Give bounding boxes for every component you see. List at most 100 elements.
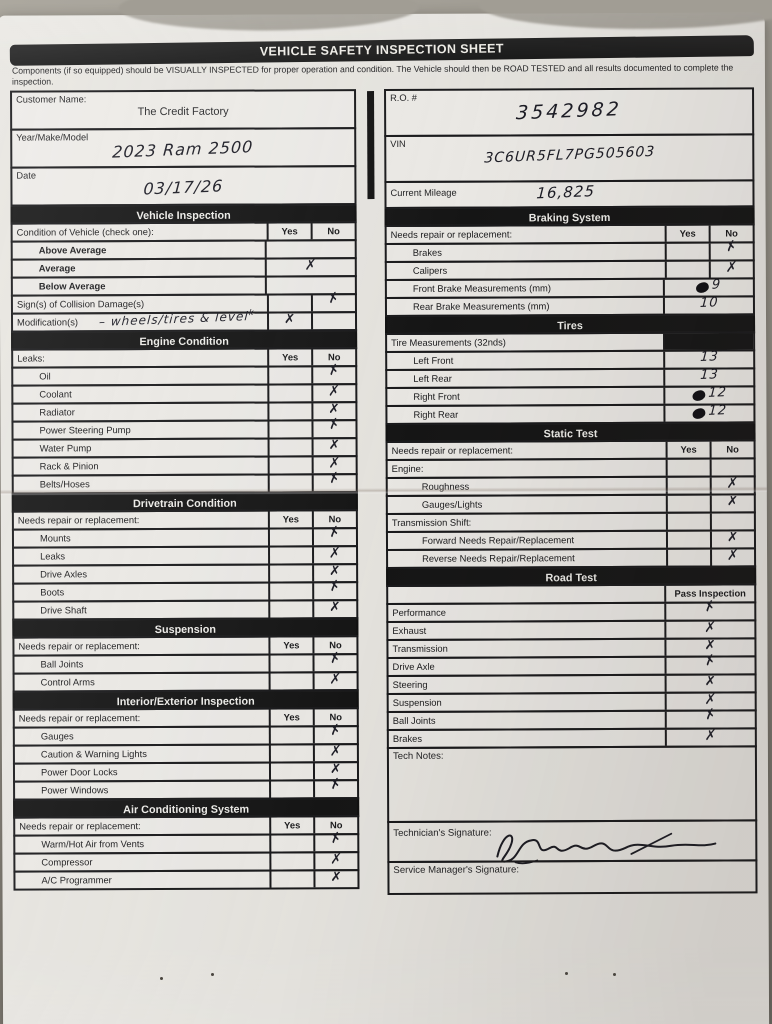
info-box-date: Date 03/17/26	[10, 164, 357, 207]
row-label: Coolant	[39, 388, 72, 400]
handwritten-x-mark: ✗	[327, 468, 342, 488]
no-cell: ✗	[312, 577, 357, 599]
service-manager-signature-box: Service Manager's Signature:	[387, 858, 758, 895]
row-label: Needs repair or replacement:	[19, 820, 141, 832]
row-label: Right Rear	[413, 408, 459, 420]
handwritten-x-mark: ✗	[328, 720, 344, 740]
yes-column-header: Yes	[269, 816, 314, 834]
yes-cell	[268, 600, 313, 618]
form-row: Control Arms ✗	[12, 670, 359, 693]
section-road-test: Road Test Pass Inspection Performance ✗ Exha…	[386, 565, 757, 749]
no-cell: ✗	[311, 382, 356, 401]
no-cell: ✗	[708, 259, 753, 278]
no-cell: ✗	[709, 529, 755, 548]
no-cell: ✗	[311, 361, 356, 383]
no-cell: ✗	[312, 670, 357, 689]
handwritten-x-mark: ✗	[330, 850, 343, 868]
handwritten-x-mark: ✗	[326, 360, 342, 380]
handwritten-x-mark: ✗	[328, 774, 344, 794]
row-label: Right Front	[413, 390, 460, 402]
handwritten-x-mark: ✗	[724, 237, 739, 256]
row-label: Ball Joints	[40, 658, 84, 670]
form-row: Modification(s) – wheels/tires & levelk ✗	[10, 307, 358, 333]
vehicle-info-boxes: R.O. #3542982 VIN 3C6UR5FL7PG505603 Current…	[384, 87, 755, 209]
row-label: Power Door Locks	[40, 766, 118, 778]
yes-cell	[269, 852, 314, 870]
pen-scribble	[691, 406, 707, 420]
row-label: Transmission	[392, 642, 448, 655]
row-label: Rear Brake Measurements (mm)	[412, 300, 550, 312]
handwritten-x-mark: ✗	[726, 546, 740, 565]
row-label: Needs repair or replacement:	[391, 444, 514, 457]
yes-cell	[665, 531, 711, 548]
row-label: Below Average	[38, 280, 106, 292]
inspection-form: VEHICLE SAFETY INSPECTION SHEET Componen…	[9, 35, 758, 896]
handwritten-x-mark: ✗	[328, 828, 344, 848]
yes-cell	[268, 726, 313, 744]
measurement-cell: 12	[663, 403, 754, 422]
yes-column-header: Yes	[266, 222, 311, 240]
handwritten-x-mark: ✗	[327, 648, 343, 668]
yes-cell	[266, 294, 311, 312]
handwritten-x-mark: ✗	[328, 436, 341, 454]
yes-cell	[268, 654, 313, 672]
right-column: R.O. #3542982 VIN 3C6UR5FL7PG505603 Current…	[384, 87, 758, 895]
check-cell: ✗	[664, 705, 755, 728]
row-label: Left Front	[413, 354, 454, 366]
no-cell: ✗	[312, 742, 357, 761]
no-cell: ✗	[313, 868, 358, 887]
handwritten-measurement: 12	[707, 385, 728, 402]
pen-scribble	[695, 280, 711, 294]
measurement-cell: 10	[662, 295, 753, 314]
measurement-cell: 9	[662, 277, 753, 296]
section-static-test: Static Test Needs repair or replacement: Y…	[385, 421, 757, 569]
handwritten-measurement: 12	[707, 403, 728, 420]
no-column-header: No	[310, 222, 355, 239]
check-cell: ✗	[664, 727, 755, 746]
yes-column-header: Yes	[267, 348, 312, 366]
handwritten-x-mark: ✗	[727, 492, 739, 511]
row-label: Boots	[40, 586, 65, 598]
yes-column-header: Yes	[664, 225, 709, 242]
paper-speck	[565, 972, 568, 975]
paper-speck	[211, 973, 214, 976]
section-tires: Tires Tire Measurements (32nds) Left Front…	[384, 313, 756, 425]
section-braking-system: Braking System Needs repair or replacemen…	[384, 205, 756, 317]
pen-scribble	[691, 388, 707, 402]
technician-signature	[496, 832, 717, 864]
yes-cell	[268, 762, 314, 780]
handwritten-x-mark: ✗	[326, 414, 342, 434]
no-cell: ✗	[313, 850, 358, 869]
info-label: Current Mileage	[390, 187, 457, 198]
row-label: Brakes	[392, 732, 423, 745]
row-label: Suspension	[392, 696, 442, 709]
row-label: Gauges/Lights	[421, 498, 483, 510]
handwritten-note-superscript: k	[248, 307, 255, 318]
info-box-current-mileage: Current Mileage 16,825	[384, 179, 755, 209]
no-cell: ✗	[710, 546, 755, 566]
handwritten-x-mark: ✗	[327, 522, 343, 542]
typed-value: The Credit Factory	[137, 105, 229, 118]
yes-cell: ✗	[266, 311, 312, 330]
row-label: Engine:	[391, 462, 424, 475]
no-cell: ✗	[311, 415, 356, 437]
row-label: Transmission Shift:	[391, 516, 472, 529]
row-label: Above Average	[38, 244, 107, 256]
check-cell: ✗	[264, 256, 355, 276]
info-box-year-make-model: Year/Make/Model 2023 Ram 2500	[10, 126, 357, 169]
yes-cell	[664, 243, 709, 260]
yes-cell	[267, 402, 312, 420]
info-value: 3C6UR5FL7PG505603	[386, 143, 752, 167]
row-label: Gauges	[40, 730, 74, 742]
yes-column-header: Yes	[268, 708, 313, 726]
handwritten-x-mark: ✗	[330, 868, 343, 886]
row-label: Needs repair or replacement:	[390, 228, 513, 241]
handwritten-value: 3C6UR5FL7PG505603	[483, 143, 656, 167]
handwritten-measurement: 13	[699, 349, 719, 366]
row-label: Average	[38, 262, 76, 274]
handwritten-x-mark: ✗	[329, 742, 343, 760]
info-value: 03/17/26	[12, 176, 354, 198]
no-cell: ✗	[312, 721, 357, 743]
